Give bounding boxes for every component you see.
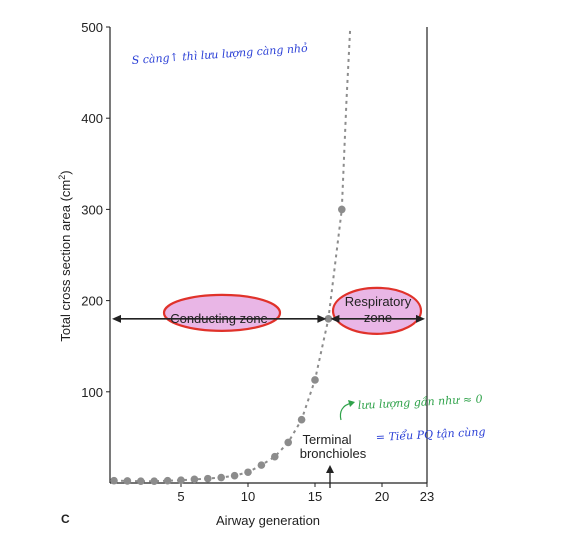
y-tick-label: 500 xyxy=(81,20,103,35)
data-points xyxy=(110,205,346,485)
x-tick-label: 20 xyxy=(375,489,389,504)
terminal-label-line2: bronchioles xyxy=(300,446,367,461)
data-point xyxy=(204,474,212,483)
respiratory-zone-arrow-head-left xyxy=(330,314,340,323)
x-axis-title: Airway generation xyxy=(216,513,320,528)
conducting-zone-arrow-head-left xyxy=(112,314,121,323)
respiratory-zone-label-line2: zone xyxy=(364,310,392,325)
panel-label: C xyxy=(61,512,70,526)
data-point xyxy=(177,476,185,484)
terminal-annotation: Terminal bronchioles xyxy=(300,432,367,488)
zone-labels: Conducting zone Respiratory zone xyxy=(170,294,412,326)
data-point xyxy=(324,315,333,323)
data-point xyxy=(137,477,145,485)
y-axis-title-end: ) xyxy=(58,170,73,174)
data-point xyxy=(217,473,225,482)
data-point xyxy=(338,205,346,214)
y-axis-title-sup: 2 xyxy=(57,175,67,180)
data-point xyxy=(244,468,252,477)
y-axis-title-main: Total cross section area (cm xyxy=(58,180,73,342)
note-flow: lưu lượng gần như ≈ 0 xyxy=(357,392,482,412)
note-top: S càng↑ thì lưu lượng càng nhỏ xyxy=(131,42,308,67)
zones-group xyxy=(112,286,425,335)
x-tick-label: 10 xyxy=(241,489,255,504)
y-axis-title: Total cross section area (cm2) xyxy=(57,170,73,341)
respiratory-zone-ellipse xyxy=(331,286,423,335)
flow-note-arrow-head xyxy=(348,400,355,407)
note-equals: = Tiểu PQ tận cùng xyxy=(375,425,485,444)
y-tick-label: 100 xyxy=(81,385,103,400)
data-point xyxy=(297,415,306,424)
data-point xyxy=(311,376,319,384)
y-tick-label: 200 xyxy=(81,294,103,309)
conducting-zone-ellipse xyxy=(162,293,282,332)
x-tick-label: 23 xyxy=(420,489,434,504)
conducting-zone-arrow-head-right xyxy=(317,314,327,323)
conducting-zone-label: Conducting zone xyxy=(170,311,268,326)
x-tick-label: 5 xyxy=(177,489,184,504)
data-point xyxy=(123,477,132,485)
flow-note: lưu lượng gần như ≈ 0 xyxy=(339,392,483,421)
terminal-label-line1: Terminal xyxy=(302,432,351,447)
axes: 100 200 300 400 500 5 10 15 20 23 xyxy=(81,20,434,504)
data-point xyxy=(257,461,266,469)
y-tick-label: 400 xyxy=(81,111,103,126)
data-point xyxy=(284,438,293,447)
data-point xyxy=(150,477,158,485)
respiratory-zone-label-line1: Respiratory xyxy=(345,294,412,309)
data-point xyxy=(190,475,199,484)
curve-group xyxy=(113,27,352,483)
data-point xyxy=(163,476,172,485)
y-tick-label: 300 xyxy=(81,202,103,217)
x-tick-label: 15 xyxy=(308,489,322,504)
data-point xyxy=(271,452,279,461)
trend-curve xyxy=(113,27,352,483)
terminal-arrow-head xyxy=(326,465,334,473)
data-point xyxy=(110,476,118,485)
respiratory-zone-arrow-head-right xyxy=(416,314,425,323)
data-point xyxy=(230,471,239,480)
